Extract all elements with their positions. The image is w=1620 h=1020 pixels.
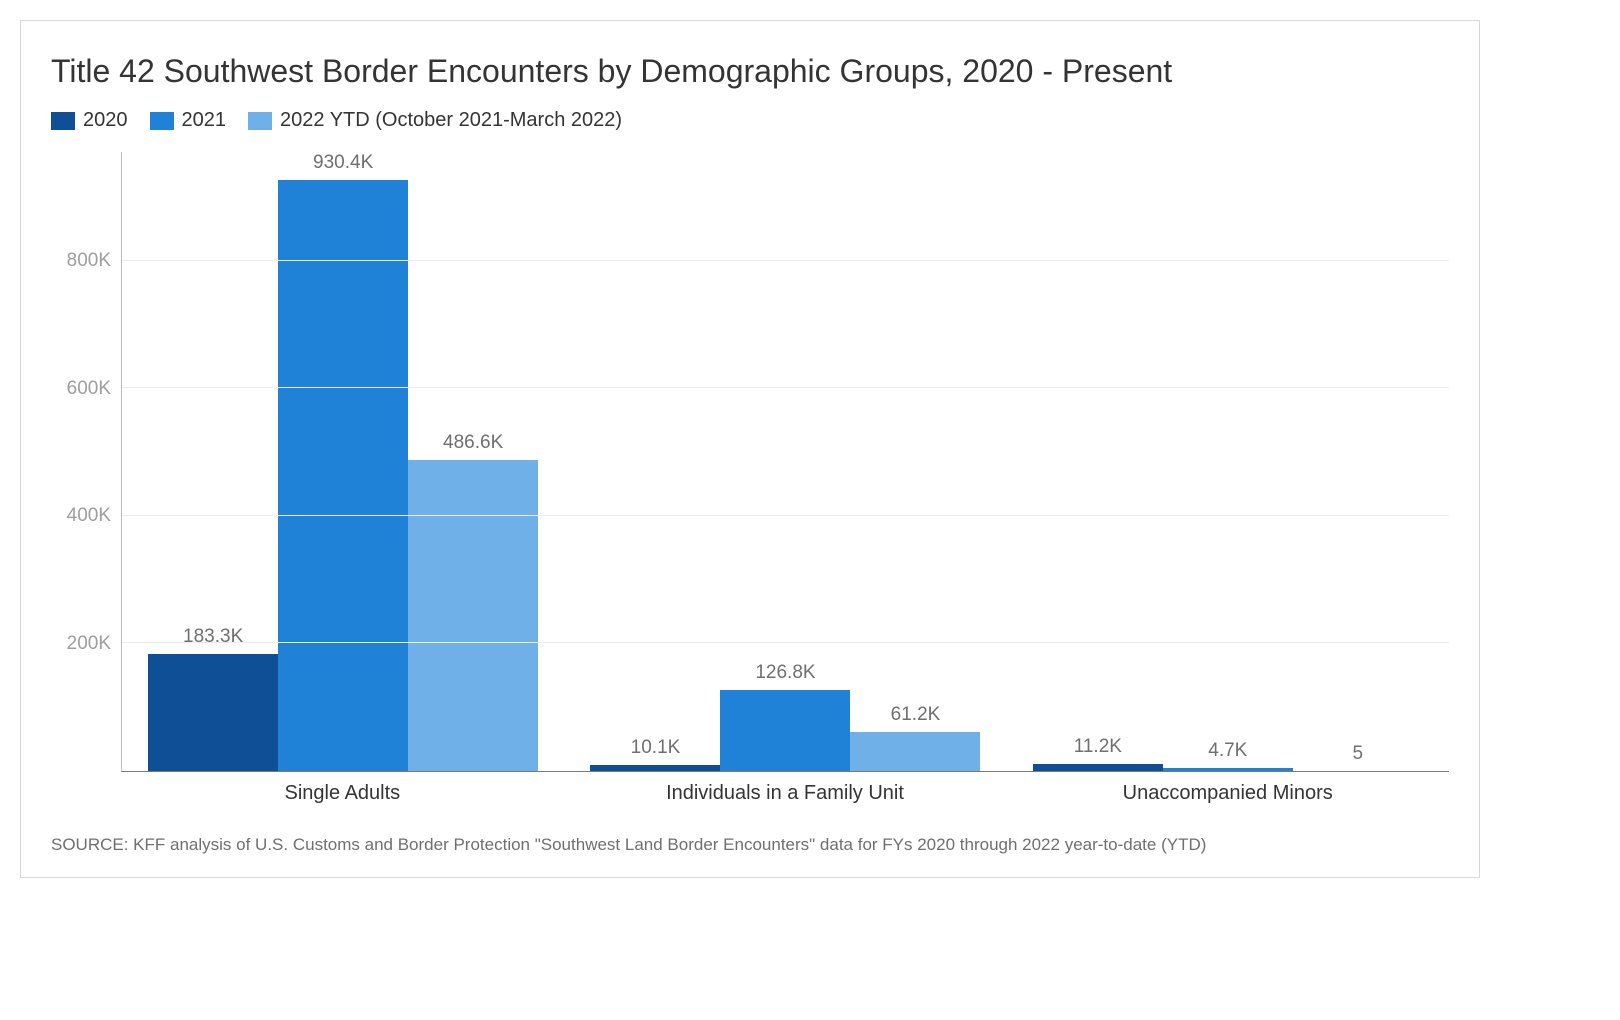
x-axis-label: Unaccompanied Minors bbox=[1006, 782, 1449, 805]
bar-group: 10.1K 126.8K 61.2K bbox=[564, 152, 1006, 771]
source-note: SOURCE: KFF analysis of U.S. Customs and… bbox=[51, 833, 1449, 857]
legend-swatch bbox=[248, 112, 272, 130]
y-tick-label: 400K bbox=[51, 505, 111, 527]
bar-wrap: 10.1K bbox=[590, 152, 720, 771]
bar bbox=[850, 732, 980, 771]
x-axis-label: Individuals in a Family Unit bbox=[564, 782, 1007, 805]
legend-item: 2021 bbox=[150, 109, 227, 132]
bar-groups: 183.3K 930.4K 486.6K 10.1K 126.8K 61.2K 11.2K 4… bbox=[122, 152, 1449, 771]
bar bbox=[408, 460, 538, 771]
bar-value-label: 10.1K bbox=[631, 737, 681, 759]
legend-swatch bbox=[51, 112, 75, 130]
bar-wrap: 930.4K bbox=[278, 152, 408, 771]
bar-value-label: 183.3K bbox=[183, 626, 243, 648]
bar bbox=[278, 180, 408, 771]
legend-item: 2020 bbox=[51, 109, 128, 132]
bar-value-label: 930.4K bbox=[313, 152, 373, 174]
x-axis-labels: Single AdultsIndividuals in a Family Uni… bbox=[121, 782, 1449, 805]
bar bbox=[148, 654, 278, 771]
legend-label: 2021 bbox=[182, 109, 227, 132]
grid-line bbox=[122, 642, 1449, 643]
y-tick-label: 600K bbox=[51, 378, 111, 400]
bar-value-label: 5 bbox=[1353, 743, 1364, 765]
bar-wrap: 5 bbox=[1293, 152, 1423, 771]
bar-value-label: 4.7K bbox=[1208, 740, 1247, 762]
y-tick-label: 200K bbox=[51, 633, 111, 655]
bars-region: 183.3K 930.4K 486.6K 10.1K 126.8K 61.2K 11.2K 4… bbox=[121, 152, 1449, 772]
grid-line bbox=[122, 387, 1449, 388]
bar-wrap: 486.6K bbox=[408, 152, 538, 771]
chart-container: Title 42 Southwest Border Encounters by … bbox=[20, 20, 1480, 878]
legend-label: 2020 bbox=[83, 109, 128, 132]
legend: 2020 2021 2022 YTD (October 2021-March 202… bbox=[51, 109, 1449, 132]
chart-title: Title 42 Southwest Border Encounters by … bbox=[51, 51, 1449, 91]
bar bbox=[720, 690, 850, 771]
bar-value-label: 61.2K bbox=[891, 704, 941, 726]
bar bbox=[590, 765, 720, 771]
bar bbox=[1033, 764, 1163, 771]
bar-value-label: 486.6K bbox=[443, 432, 503, 454]
bar-wrap: 126.8K bbox=[720, 152, 850, 771]
plot-area: 200K 400K 600K 800K 183.3K 930.4K 486.6K 10.1K… bbox=[51, 152, 1449, 772]
y-tick-label: 800K bbox=[51, 250, 111, 272]
x-axis-label: Single Adults bbox=[121, 782, 564, 805]
bar-wrap: 61.2K bbox=[850, 152, 980, 771]
y-axis: 200K 400K 600K 800K bbox=[51, 152, 121, 772]
legend-item: 2022 YTD (October 2021-March 2022) bbox=[248, 109, 622, 132]
grid-line bbox=[122, 260, 1449, 261]
legend-label: 2022 YTD (October 2021-March 2022) bbox=[280, 109, 622, 132]
bar-group: 11.2K 4.7K 5 bbox=[1007, 152, 1449, 771]
bar-group: 183.3K 930.4K 486.6K bbox=[122, 152, 564, 771]
bar-wrap: 183.3K bbox=[148, 152, 278, 771]
bar-value-label: 11.2K bbox=[1074, 736, 1122, 758]
bar-wrap: 11.2K bbox=[1033, 152, 1163, 771]
bar-wrap: 4.7K bbox=[1163, 152, 1293, 771]
legend-swatch bbox=[150, 112, 174, 130]
bar-value-label: 126.8K bbox=[755, 662, 815, 684]
grid-line bbox=[122, 515, 1449, 516]
bar bbox=[1163, 768, 1293, 771]
